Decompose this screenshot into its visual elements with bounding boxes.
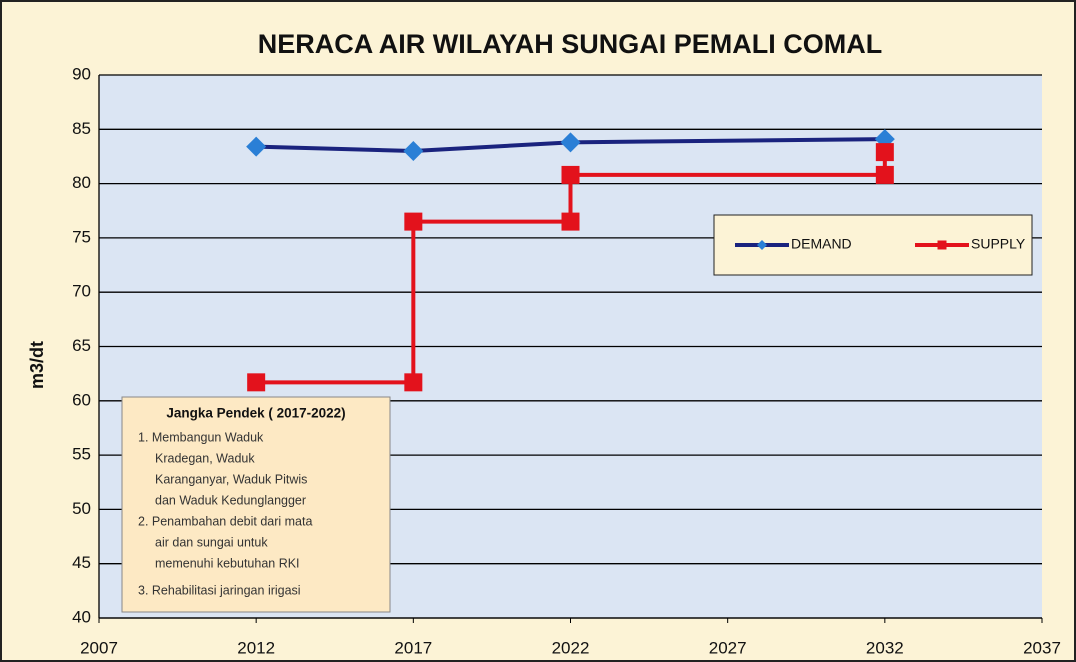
annotation-line: Kradegan, Waduk [155, 451, 255, 465]
annotation-line: Karanganyar, Waduk Pitwis [155, 472, 307, 486]
point [404, 373, 423, 392]
annotation-line: 1. Membangun Waduk [138, 430, 264, 444]
x-tick-label: 2032 [866, 638, 904, 657]
x-tick-label: 2012 [237, 638, 275, 657]
y-tick-label: 70 [72, 282, 91, 301]
x-tick-label: 2007 [80, 638, 118, 657]
annotation-line: memenuhi kebutuhan RKI [155, 556, 300, 570]
point [561, 212, 580, 231]
y-tick-label: 80 [72, 173, 91, 192]
legend-marker [937, 240, 947, 250]
y-tick-label: 40 [72, 607, 91, 626]
legend-label: DEMAND [791, 236, 852, 252]
legend-label: SUPPLY [971, 236, 1026, 252]
y-tick-label: 90 [72, 64, 91, 83]
point [875, 143, 894, 162]
y-tick-label: 75 [72, 227, 91, 246]
chart-title: NERACA AIR WILAYAH SUNGAI PEMALI COMAL [258, 29, 883, 59]
series-line [256, 137, 885, 154]
annotation-line: air dan sungai untuk [155, 535, 268, 549]
y-axis-label: m3/dt [27, 341, 47, 389]
annotation-title: Jangka Pendek ( 2017-2022) [166, 406, 345, 421]
y-tick-label: 85 [72, 119, 91, 138]
point [404, 212, 423, 231]
y-tick-label: 45 [72, 553, 91, 572]
annotation-box [121, 396, 391, 613]
point [247, 373, 266, 392]
y-tick-label: 60 [72, 390, 91, 409]
point [246, 136, 267, 157]
x-tick-label: 2027 [709, 638, 747, 657]
annotation-line: 3. Rehabilitasi jaringan irigasi [138, 583, 301, 597]
y-tick-label: 65 [72, 336, 91, 355]
annotation-line: 2. Penambahan debit dari mata [138, 514, 312, 528]
legend-marker [757, 240, 767, 250]
point [403, 141, 424, 162]
annotation-line: dan Waduk Kedunglangger [155, 493, 306, 507]
x-tick-label: 2037 [1023, 638, 1061, 657]
point [560, 132, 581, 153]
y-tick-label: 55 [72, 445, 91, 464]
point [875, 165, 894, 184]
y-tick-label: 50 [72, 499, 91, 518]
point [561, 165, 580, 184]
x-tick-label: 2017 [394, 638, 432, 657]
x-tick-label: 2022 [552, 638, 590, 657]
